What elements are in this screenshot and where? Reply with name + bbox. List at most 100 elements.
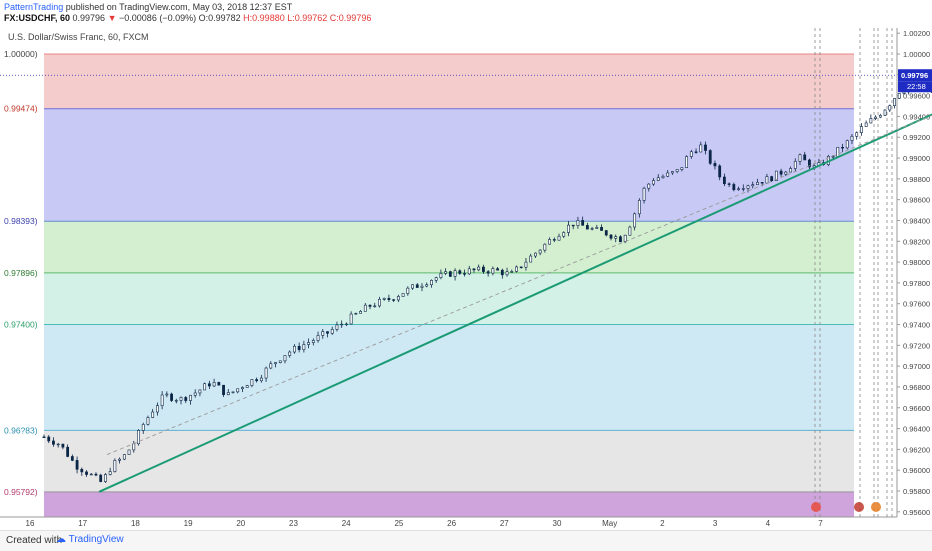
tradingview-brand: TradingView bbox=[68, 534, 124, 545]
candle-body bbox=[548, 239, 551, 245]
candle-body bbox=[770, 176, 774, 182]
candle-body bbox=[170, 393, 173, 401]
candle-body bbox=[80, 468, 84, 473]
candle-body bbox=[420, 285, 424, 288]
candle-body bbox=[302, 344, 306, 350]
candle-body bbox=[113, 460, 117, 472]
candle-body bbox=[160, 394, 164, 406]
flag-ch-icon[interactable] bbox=[871, 502, 881, 512]
candle-body bbox=[293, 345, 296, 353]
event-icon[interactable] bbox=[854, 502, 864, 512]
candle-body bbox=[137, 430, 140, 445]
publish-line: PatternTrading published on TradingView.… bbox=[4, 2, 371, 13]
candle-body bbox=[642, 187, 646, 201]
fib-level-label: 0.97896) bbox=[4, 268, 38, 278]
y-tick-label: 0.96400 bbox=[903, 425, 930, 434]
candle-body bbox=[184, 397, 188, 401]
y-tick-label: 0.99400 bbox=[903, 112, 930, 121]
candle-body bbox=[283, 355, 287, 362]
candle-body bbox=[52, 440, 55, 445]
candle-body bbox=[472, 268, 476, 271]
y-tick-label: 0.98400 bbox=[903, 216, 930, 225]
candle-body bbox=[132, 443, 136, 451]
candle-body bbox=[439, 273, 443, 279]
candle-body bbox=[411, 284, 414, 289]
candle-body bbox=[396, 296, 400, 301]
candle-body bbox=[741, 188, 745, 190]
y-tick-label: 0.98600 bbox=[903, 196, 930, 205]
candle-body bbox=[897, 93, 901, 99]
created-with-text: Created with bbox=[6, 535, 63, 546]
candle-body bbox=[557, 235, 561, 241]
footer-bar: Created with ☁ TradingView bbox=[0, 530, 932, 551]
fib-level-label: 0.98393) bbox=[4, 216, 38, 226]
candle-body bbox=[236, 388, 240, 393]
y-tick-label: 0.97200 bbox=[903, 341, 930, 350]
candle-body bbox=[529, 255, 533, 263]
fib-band-4 bbox=[44, 324, 854, 431]
down-arrow-icon: ▼ bbox=[107, 13, 117, 23]
candle-body bbox=[694, 151, 698, 153]
candle-body bbox=[864, 122, 868, 127]
candle-body bbox=[47, 436, 51, 442]
candle-body bbox=[330, 329, 334, 334]
candle-body bbox=[845, 140, 849, 149]
candle-body bbox=[297, 345, 301, 350]
candle-body bbox=[524, 261, 528, 268]
candle-body bbox=[118, 458, 122, 461]
candle-body bbox=[486, 271, 490, 274]
candle-body bbox=[307, 342, 311, 345]
candle-body bbox=[406, 287, 410, 294]
flag-us-icon[interactable] bbox=[811, 502, 821, 512]
countdown-label: 22:58 bbox=[907, 82, 926, 91]
high-value: H:0.99880 bbox=[243, 13, 285, 23]
candle-body bbox=[363, 304, 367, 312]
y-tick-label: 0.97000 bbox=[903, 362, 930, 371]
candle-body bbox=[467, 268, 471, 275]
publisher-link[interactable]: PatternTrading bbox=[4, 2, 64, 12]
candle-body bbox=[888, 105, 892, 111]
candle-body bbox=[165, 393, 169, 396]
x-tick-label: 18 bbox=[131, 519, 140, 528]
y-tick-label: 0.96800 bbox=[903, 383, 930, 392]
candle-body bbox=[250, 379, 254, 386]
y-tick-label: 0.98200 bbox=[903, 237, 930, 246]
candle-body bbox=[448, 271, 452, 277]
candle-body bbox=[108, 471, 112, 475]
tradingview-logo[interactable]: ☁ TradingView bbox=[56, 534, 124, 545]
open-value: O:0.99782 bbox=[198, 13, 241, 23]
x-tick-label: 30 bbox=[553, 519, 562, 528]
candle-body bbox=[94, 473, 98, 476]
candle-body bbox=[727, 183, 731, 185]
price-chart[interactable]: 1.00000) 0.99474) 0.98393) 0.97896) 0.97400)… bbox=[0, 0, 932, 530]
x-tick-label: 3 bbox=[713, 519, 718, 528]
candle-body bbox=[425, 284, 429, 287]
candle-body bbox=[401, 293, 405, 297]
candle-body bbox=[56, 443, 60, 446]
fib-level-label: 0.97400) bbox=[4, 320, 38, 330]
candle-body bbox=[368, 304, 372, 307]
candle-body bbox=[434, 277, 438, 281]
candle-body bbox=[326, 331, 329, 334]
fib-level-label: 0.96?83) bbox=[4, 425, 38, 435]
support-trendline[interactable] bbox=[98, 48, 932, 493]
candle-body bbox=[552, 239, 556, 241]
candle-body bbox=[193, 392, 197, 396]
candle-body bbox=[70, 456, 74, 461]
candle-body bbox=[746, 185, 750, 189]
candle-body bbox=[685, 156, 689, 168]
candle-body bbox=[392, 299, 396, 301]
candle-body bbox=[349, 313, 353, 325]
candle-body bbox=[756, 182, 759, 185]
candle-body bbox=[699, 144, 703, 153]
current-price-box bbox=[898, 69, 932, 82]
candle-body bbox=[590, 228, 594, 230]
candle-body bbox=[647, 183, 651, 189]
x-tick-label: 17 bbox=[78, 519, 87, 528]
countdown-box bbox=[898, 81, 932, 93]
y-tick-label: 0.97800 bbox=[903, 279, 930, 288]
y-tick-label: 0.95600 bbox=[903, 508, 930, 517]
y-tick-label: 0.98000 bbox=[903, 258, 930, 267]
candle-body bbox=[387, 297, 391, 300]
candle-body bbox=[278, 360, 282, 363]
